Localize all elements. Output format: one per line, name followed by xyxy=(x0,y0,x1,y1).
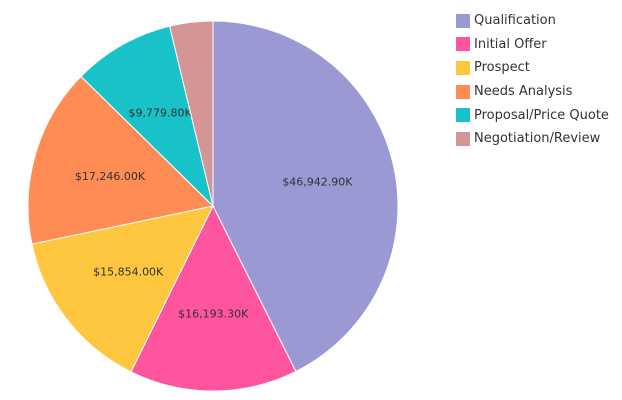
legend-label: Initial Offer xyxy=(474,36,547,52)
pie-slice-negotiation-review[interactable] xyxy=(169,20,214,207)
legend-item[interactable]: Qualification xyxy=(456,9,609,33)
legend-swatch xyxy=(456,13,470,28)
legend-swatch xyxy=(456,131,470,146)
legend-label: Prospect xyxy=(474,60,530,76)
slice-value-label: $46,942.90K xyxy=(282,175,353,188)
pie-slice-qualification[interactable] xyxy=(212,20,399,373)
slice-value-label: $9,779.80K xyxy=(128,107,192,120)
legend-item[interactable]: Proposal/Price Quote xyxy=(456,103,609,127)
legend-label: Proposal/Price Quote xyxy=(474,107,609,123)
legend-swatch xyxy=(456,108,470,123)
slice-value-label: $15,854.00K xyxy=(93,266,164,279)
legend-label: Qualification xyxy=(474,13,556,29)
pie-slice-needs-analysis[interactable] xyxy=(27,75,215,245)
pie-slice-initial-offer[interactable] xyxy=(130,204,297,392)
legend-item[interactable]: Needs Analysis xyxy=(456,80,609,104)
legend-item[interactable]: Negotiation/Review xyxy=(456,127,609,151)
legend-label: Negotiation/Review xyxy=(474,131,601,147)
legend-swatch xyxy=(456,84,470,99)
legend-swatch xyxy=(456,37,470,52)
slice-value-label: $16,193.30K xyxy=(178,307,249,320)
slice-value-label: $17,246.00K xyxy=(75,170,146,183)
legend-label: Needs Analysis xyxy=(474,84,573,100)
legend-item[interactable]: Prospect xyxy=(456,56,609,80)
legend-swatch xyxy=(456,60,470,75)
pie-slice-prospect[interactable] xyxy=(31,205,214,373)
legend: Qualification Initial Offer Prospect Needs … xyxy=(456,9,609,151)
legend-item[interactable]: Initial Offer xyxy=(456,33,609,57)
